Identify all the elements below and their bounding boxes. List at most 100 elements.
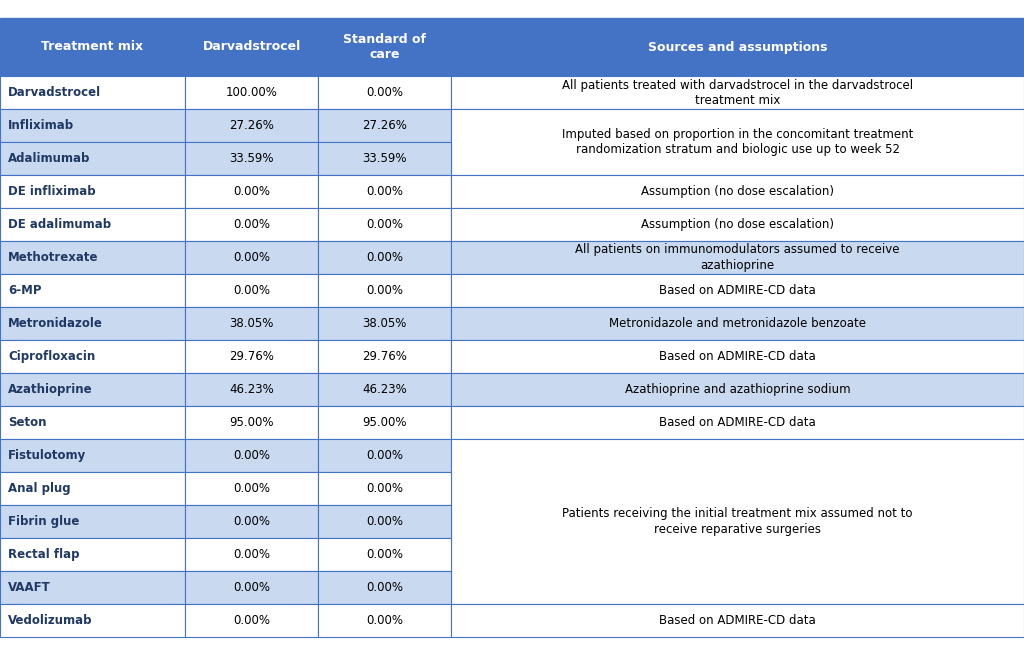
Bar bbox=[451, 109, 1024, 175]
Text: All patients treated with darvadstrocel in the darvadstrocel
treatment mix: All patients treated with darvadstrocel … bbox=[562, 79, 913, 106]
Bar bbox=[318, 406, 451, 439]
Bar bbox=[0, 18, 185, 76]
Text: 0.00%: 0.00% bbox=[366, 449, 403, 462]
Bar bbox=[185, 373, 318, 406]
Bar bbox=[0, 142, 185, 175]
Bar bbox=[0, 208, 185, 241]
Text: Based on ADMIRE-CD data: Based on ADMIRE-CD data bbox=[659, 350, 816, 363]
Text: 0.00%: 0.00% bbox=[233, 581, 270, 594]
Bar bbox=[318, 439, 451, 472]
Text: Adalimumab: Adalimumab bbox=[8, 152, 90, 165]
Bar bbox=[451, 208, 1024, 241]
Text: 27.26%: 27.26% bbox=[362, 119, 407, 132]
Text: DE infliximab: DE infliximab bbox=[8, 185, 95, 198]
Text: 0.00%: 0.00% bbox=[366, 218, 403, 231]
Text: Metronidazole: Metronidazole bbox=[8, 317, 102, 330]
Bar bbox=[451, 307, 1024, 340]
Bar bbox=[451, 241, 1024, 274]
Bar bbox=[451, 373, 1024, 406]
Text: DE adalimumab: DE adalimumab bbox=[8, 218, 112, 231]
Bar bbox=[318, 307, 451, 340]
Bar bbox=[0, 109, 185, 142]
Bar bbox=[0, 241, 185, 274]
Bar bbox=[451, 439, 1024, 604]
Text: 0.00%: 0.00% bbox=[366, 284, 403, 297]
Bar bbox=[185, 109, 318, 142]
Text: VAAFT: VAAFT bbox=[8, 581, 51, 594]
Bar bbox=[451, 274, 1024, 307]
Text: 0.00%: 0.00% bbox=[233, 548, 270, 561]
Bar bbox=[318, 373, 451, 406]
Text: 0.00%: 0.00% bbox=[233, 284, 270, 297]
Text: Treatment mix: Treatment mix bbox=[41, 41, 143, 54]
Text: Infliximab: Infliximab bbox=[8, 119, 74, 132]
Text: Anal plug: Anal plug bbox=[8, 482, 71, 495]
Text: 0.00%: 0.00% bbox=[366, 482, 403, 495]
Text: 6-MP: 6-MP bbox=[8, 284, 42, 297]
Text: 27.26%: 27.26% bbox=[229, 119, 274, 132]
Text: 95.00%: 95.00% bbox=[229, 416, 273, 429]
Text: Fibrin glue: Fibrin glue bbox=[8, 515, 80, 528]
Text: Imputed based on proportion in the concomitant treatment
randomization stratum a: Imputed based on proportion in the conco… bbox=[562, 128, 913, 156]
Bar bbox=[451, 340, 1024, 373]
Bar bbox=[185, 571, 318, 604]
Text: 0.00%: 0.00% bbox=[366, 86, 403, 99]
Bar bbox=[318, 472, 451, 505]
Bar bbox=[318, 571, 451, 604]
Text: 38.05%: 38.05% bbox=[229, 317, 273, 330]
Bar bbox=[0, 604, 185, 637]
Text: 0.00%: 0.00% bbox=[366, 185, 403, 198]
Bar bbox=[318, 340, 451, 373]
Bar bbox=[0, 406, 185, 439]
Text: Ciprofloxacin: Ciprofloxacin bbox=[8, 350, 95, 363]
Text: 0.00%: 0.00% bbox=[366, 548, 403, 561]
Text: All patients on immunomodulators assumed to receive
azathioprine: All patients on immunomodulators assumed… bbox=[575, 244, 900, 272]
Bar bbox=[0, 175, 185, 208]
Bar bbox=[185, 18, 318, 76]
Bar bbox=[318, 241, 451, 274]
Bar bbox=[0, 439, 185, 472]
Bar bbox=[185, 472, 318, 505]
Bar bbox=[185, 241, 318, 274]
Bar bbox=[185, 505, 318, 538]
Bar bbox=[318, 109, 451, 142]
Text: Assumption (no dose escalation): Assumption (no dose escalation) bbox=[641, 185, 834, 198]
Bar bbox=[185, 175, 318, 208]
Text: Darvadstrocel: Darvadstrocel bbox=[8, 86, 101, 99]
Text: 0.00%: 0.00% bbox=[233, 218, 270, 231]
Text: 33.59%: 33.59% bbox=[362, 152, 407, 165]
Bar bbox=[318, 538, 451, 571]
Text: Assumption (no dose escalation): Assumption (no dose escalation) bbox=[641, 218, 834, 231]
Text: Rectal flap: Rectal flap bbox=[8, 548, 80, 561]
Text: Metronidazole and metronidazole benzoate: Metronidazole and metronidazole benzoate bbox=[609, 317, 866, 330]
Bar bbox=[318, 505, 451, 538]
Bar bbox=[185, 208, 318, 241]
Text: Patients receiving the initial treatment mix assumed not to
receive reparative s: Patients receiving the initial treatment… bbox=[562, 508, 912, 535]
Text: 38.05%: 38.05% bbox=[362, 317, 407, 330]
Bar bbox=[451, 175, 1024, 208]
Text: Azathioprine and azathioprine sodium: Azathioprine and azathioprine sodium bbox=[625, 383, 850, 396]
Bar bbox=[318, 175, 451, 208]
Text: 0.00%: 0.00% bbox=[233, 515, 270, 528]
Bar bbox=[185, 307, 318, 340]
Bar bbox=[185, 340, 318, 373]
Text: 33.59%: 33.59% bbox=[229, 152, 273, 165]
Text: Based on ADMIRE-CD data: Based on ADMIRE-CD data bbox=[659, 416, 816, 429]
Text: 0.00%: 0.00% bbox=[366, 515, 403, 528]
Bar bbox=[185, 604, 318, 637]
Text: Azathioprine: Azathioprine bbox=[8, 383, 92, 396]
Bar bbox=[185, 439, 318, 472]
Bar bbox=[185, 538, 318, 571]
Text: Based on ADMIRE-CD data: Based on ADMIRE-CD data bbox=[659, 614, 816, 627]
Bar bbox=[0, 274, 185, 307]
Text: Methotrexate: Methotrexate bbox=[8, 251, 98, 264]
Text: 46.23%: 46.23% bbox=[229, 383, 273, 396]
Bar bbox=[185, 274, 318, 307]
Text: 0.00%: 0.00% bbox=[233, 185, 270, 198]
Text: Vedolizumab: Vedolizumab bbox=[8, 614, 92, 627]
Bar bbox=[451, 18, 1024, 76]
Text: 29.76%: 29.76% bbox=[229, 350, 274, 363]
Bar bbox=[318, 18, 451, 76]
Bar bbox=[0, 340, 185, 373]
Bar bbox=[0, 307, 185, 340]
